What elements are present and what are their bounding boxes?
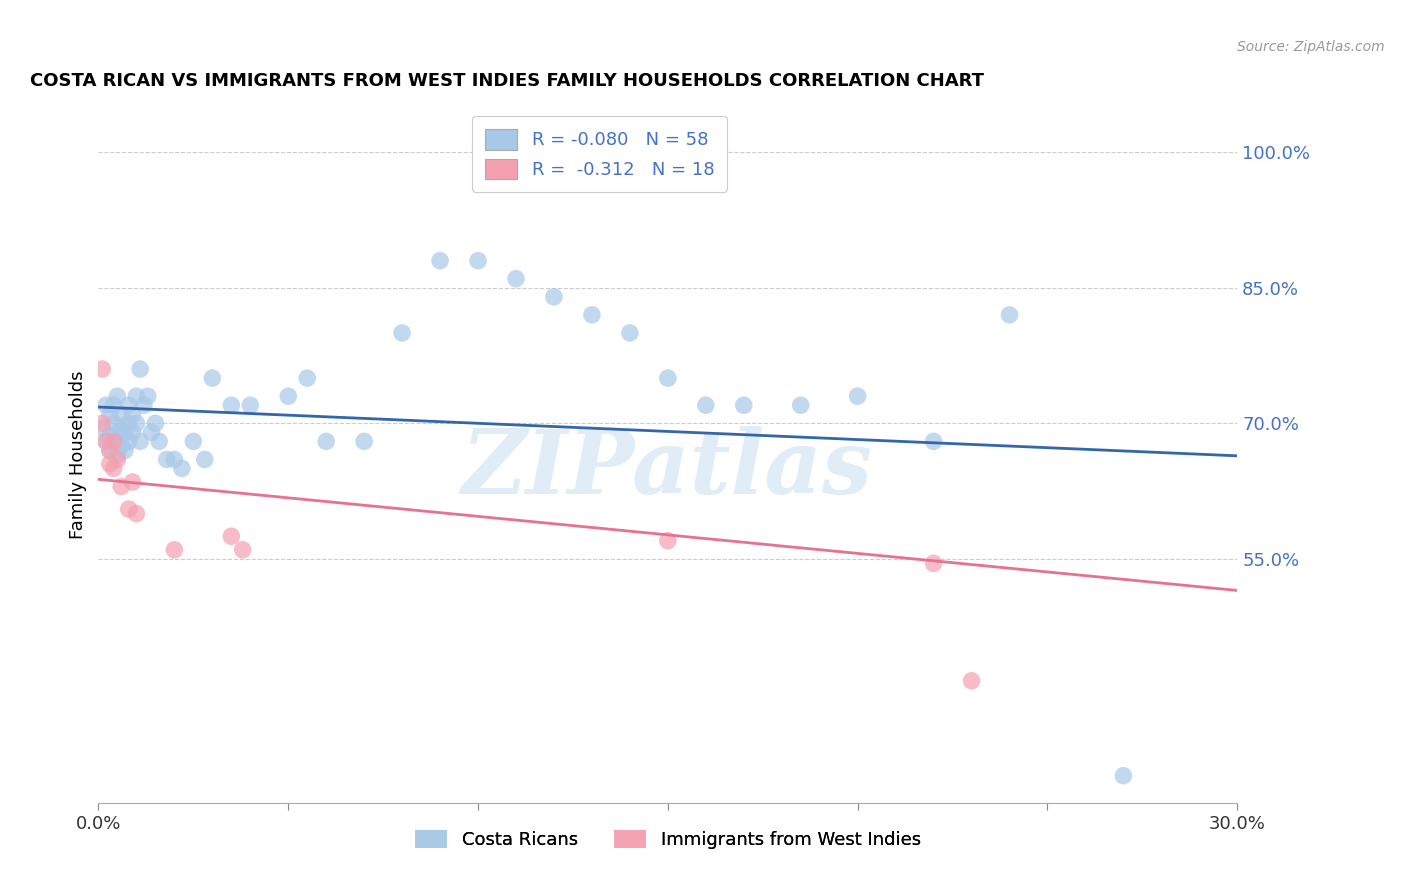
Point [145,417,167,431]
Point [110,479,132,493]
Point [118,417,141,431]
Point [194,452,217,467]
Point [132,398,155,412]
Text: ZIPatlas: ZIPatlas [463,425,873,512]
Point [103,434,125,449]
Point [129,362,152,376]
Point [121,425,143,440]
Point [118,502,141,516]
Point [141,425,163,440]
Point [107,452,129,467]
Point [170,461,193,475]
Point [619,326,641,340]
Point [91,421,114,435]
Point [695,398,717,412]
Point [107,425,129,440]
Point [543,290,565,304]
Legend: Costa Ricans, Immigrants from West Indies: Costa Ricans, Immigrants from West Indie… [408,822,928,856]
Point [98,407,121,421]
Point [125,417,148,431]
Point [118,398,141,412]
Point [103,434,125,449]
Point [315,434,337,449]
Text: COSTA RICAN VS IMMIGRANTS FROM WEST INDIES FAMILY HOUSEHOLDS CORRELATION CHART: COSTA RICAN VS IMMIGRANTS FROM WEST INDI… [30,72,984,90]
Point [94,434,117,449]
Point [125,507,148,521]
Point [156,452,179,467]
Point [103,417,125,431]
Point [391,326,413,340]
Point [581,308,603,322]
Point [505,271,527,285]
Point [94,434,117,449]
Point [201,371,224,385]
Point [125,389,148,403]
Point [148,434,170,449]
Y-axis label: Family Households: Family Households [69,371,87,539]
Point [121,407,143,421]
Point [657,371,679,385]
Point [121,475,143,489]
Point [129,434,152,449]
Point [98,443,121,458]
Point [429,253,451,268]
Point [114,443,136,458]
Point [998,308,1021,322]
Point [657,533,679,548]
Point [297,371,319,385]
Point [98,443,121,458]
Point [1112,769,1135,783]
Text: Source: ZipAtlas.com: Source: ZipAtlas.com [1237,40,1385,54]
Point [136,389,159,403]
Point [790,398,813,412]
Point [98,457,121,471]
Point [107,389,129,403]
Point [103,461,125,475]
Point [107,448,129,462]
Point [163,452,186,467]
Point [110,439,132,453]
Point [232,542,254,557]
Point [733,398,755,412]
Point [114,425,136,440]
Point [221,529,243,543]
Point [353,434,375,449]
Point [98,430,121,444]
Point [110,407,132,421]
Point [183,434,205,449]
Point [846,389,869,403]
Point [91,362,114,376]
Point [221,398,243,412]
Point [277,389,299,403]
Point [163,542,186,557]
Point [103,398,125,412]
Point [239,398,262,412]
Point [922,557,945,571]
Point [110,421,132,435]
Point [91,417,114,431]
Point [467,253,489,268]
Point [118,434,141,449]
Point [960,673,983,688]
Point [94,398,117,412]
Point [922,434,945,449]
